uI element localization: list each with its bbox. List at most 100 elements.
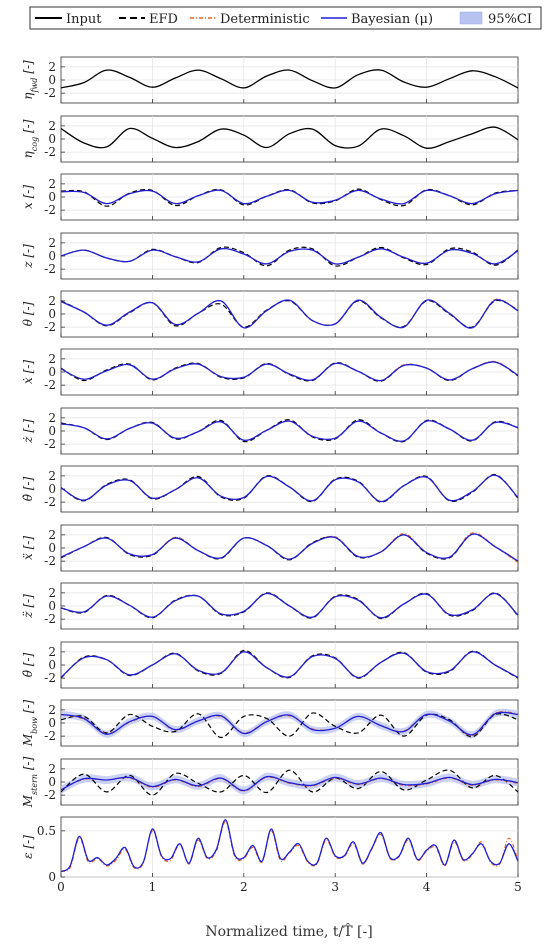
panel-13: 0 0.5ε [-] 0 1 2 3 4 5 — [21, 816, 522, 894]
y-axis-label-4: θ [-] — [21, 301, 35, 326]
panel-series-7 — [61, 473, 518, 503]
y-axis-label-8: ẍ [-] — [21, 536, 35, 560]
x-tick-label-2: 2 — [240, 880, 248, 894]
panel-12: -202 Mstern [-] — [21, 756, 519, 808]
y-tick-label-13-1: 0.5 — [37, 824, 56, 838]
y-axis-label-7: θ̇ [-] — [21, 476, 35, 501]
y-tick-label-5-1: 0 — [48, 365, 56, 379]
efd-line-10 — [61, 649, 518, 679]
x-tick-label-5: 5 — [514, 880, 522, 894]
y-tick-label-9-0: -2 — [44, 612, 56, 626]
y-tick-label-7-2: 2 — [48, 469, 56, 483]
panel-series-2 — [61, 188, 518, 207]
bayesian-line-4 — [61, 299, 518, 329]
panel-6: -202 ż [-] — [21, 407, 519, 455]
y-tick-label-12-2: 2 — [48, 762, 56, 776]
efd-line-11 — [61, 712, 518, 739]
panel-7: -202 θ̇ [-] — [21, 465, 519, 513]
legend-ci-swatch — [459, 11, 483, 25]
input-line-0 — [61, 69, 518, 89]
bayesian-line-2 — [61, 189, 518, 205]
y-tick-label-6-0: -2 — [44, 437, 56, 451]
panel-frame-13 — [60, 816, 519, 878]
panel-series-4 — [61, 298, 518, 329]
panel-2: -202 x [-] — [21, 173, 519, 221]
panel-3: -202 z [-] — [21, 232, 519, 280]
x-tick-label-0: 0 — [57, 880, 65, 894]
legend-box — [29, 6, 542, 30]
y-axis-label-6: ż [-] — [21, 419, 35, 444]
y-tick-label-1-2: 2 — [48, 119, 56, 133]
x-tick-label-1: 1 — [149, 880, 157, 894]
y-tick-label-9-2: 2 — [48, 586, 56, 600]
y-tick-label-8-2: 2 — [48, 528, 56, 542]
y-tick-label-0-1: 0 — [48, 73, 56, 87]
y-tick-label-3-2: 2 — [48, 236, 56, 250]
y-tick-label-10-0: -2 — [44, 671, 56, 685]
efd-line-4 — [61, 299, 518, 328]
panel-9: -202 z̈ [-] — [21, 582, 519, 630]
panel-10: -202 θ̈ [-] — [21, 641, 519, 689]
bayesian-line-7 — [61, 474, 518, 503]
x-tick-label-3: 3 — [331, 880, 339, 894]
y-tick-label-4-2: 2 — [48, 294, 56, 308]
y-axis-label-3: z [-] — [21, 244, 35, 269]
y-tick-label-12-0: -2 — [44, 788, 56, 802]
y-tick-label-3-1: 0 — [48, 249, 56, 263]
bayesian-line-9 — [61, 592, 518, 619]
y-axis-label-0: ηfwd [-] — [21, 60, 39, 100]
panel-0: -202 ηfwd [-] — [21, 56, 519, 104]
y-tick-label-1-1: 0 — [48, 132, 56, 146]
bayesian-line-3 — [61, 247, 518, 265]
legend-bayesian-label: Bayesian (μ) — [351, 12, 433, 27]
y-axis-label-12: Mstern [-] — [21, 756, 39, 808]
y-tick-label-11-2: 2 — [48, 703, 56, 717]
panel-series-12 — [61, 769, 518, 796]
y-tick-label-11-0: -2 — [44, 729, 56, 743]
y-tick-label-4-0: -2 — [44, 320, 56, 334]
y-tick-label-7-1: 0 — [48, 482, 56, 496]
y-tick-label-0-0: -2 — [44, 86, 56, 100]
y-tick-label-8-0: -2 — [44, 554, 56, 568]
panel-5: -202 ẋ [-] — [21, 348, 519, 396]
x-axis-label: Normalized time, t/T̂ [-] — [205, 922, 372, 940]
y-tick-label-10-2: 2 — [48, 645, 56, 659]
efd-line-3 — [61, 246, 518, 267]
panel-8: -202 ẍ [-] — [21, 524, 519, 572]
panel-1: -202 ηcog [-] — [21, 115, 519, 163]
y-tick-label-1-0: -2 — [44, 145, 56, 159]
y-tick-label-2-2: 2 — [48, 177, 56, 191]
y-tick-label-2-1: 0 — [48, 190, 56, 204]
y-axis-label-1: ηcog [-] — [21, 119, 39, 158]
panel-series-6 — [61, 419, 518, 443]
efd-line-2 — [61, 188, 518, 207]
panel-series-10 — [61, 649, 518, 679]
y-tick-label-2-0: -2 — [44, 203, 56, 217]
y-tick-label-6-2: 2 — [48, 411, 56, 425]
y-tick-label-3-0: -2 — [44, 262, 56, 276]
y-axis-label-2: x [-] — [21, 185, 35, 209]
y-axis-label-11: Mbow [-] — [21, 700, 39, 748]
panel-series-9 — [61, 592, 518, 620]
y-axis-label-13: ε [-] — [21, 835, 35, 859]
panel-11: -202 Mbow [-] — [21, 700, 519, 748]
legend-input-label: Input — [66, 12, 102, 27]
legend-ci-label: 95%CI — [488, 12, 532, 27]
panel-series-3 — [61, 246, 518, 267]
y-tick-label-4-1: 0 — [48, 307, 56, 321]
bayesian-line-13 — [61, 819, 518, 873]
y-tick-label-12-1: 0 — [48, 775, 56, 789]
bayesian-line-8 — [61, 533, 518, 562]
y-axis-label-10: θ̈ [-] — [21, 652, 35, 677]
panel-series-0 — [61, 69, 518, 89]
y-tick-label-10-1: 0 — [48, 658, 56, 672]
y-axis-label-5: ẋ [-] — [21, 360, 35, 384]
y-tick-label-7-0: -2 — [44, 495, 56, 509]
y-tick-label-5-0: -2 — [44, 378, 56, 392]
y-axis-label-9: z̈ [-] — [21, 594, 35, 619]
bayesian-line-12 — [61, 775, 518, 792]
y-tick-label-8-1: 0 — [48, 541, 56, 555]
y-tick-label-0-2: 2 — [48, 60, 56, 74]
panel-series-5 — [61, 360, 518, 382]
